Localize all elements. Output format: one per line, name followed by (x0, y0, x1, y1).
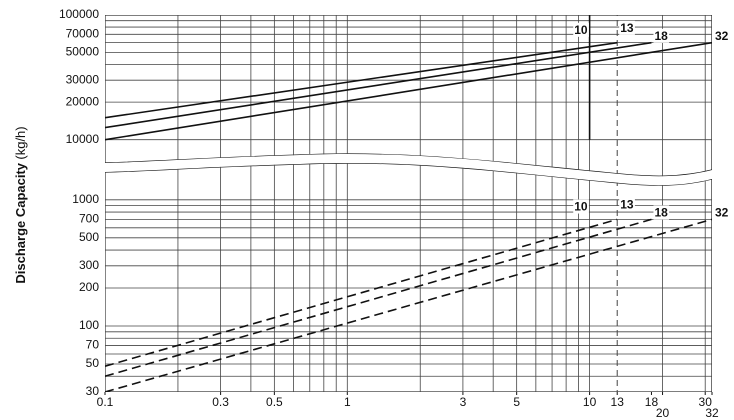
panel-outline (105, 15, 712, 177)
x-tick-label: 1 (344, 395, 351, 409)
y-tick-label: 30000 (66, 72, 100, 86)
y-tick-label: 30 (86, 384, 100, 398)
y-tick-label: 50000 (66, 45, 100, 59)
x-tick-label: 32 (705, 406, 719, 420)
y-tick-label: 20000 (66, 94, 100, 108)
x-tick-label: 0.3 (212, 395, 229, 409)
y-tick-label: 70000 (66, 26, 100, 40)
y-tick-label: 100000 (59, 7, 99, 21)
series-line (105, 41, 652, 129)
y-tick-label: 300 (79, 258, 99, 272)
x-tick-label: 0.1 (97, 395, 114, 409)
label-background (619, 197, 635, 212)
y-tick-label: 500 (79, 230, 99, 244)
series-label: 18 (654, 206, 668, 220)
series-label: 32 (715, 206, 729, 220)
label-background (653, 205, 670, 220)
x-tick-label: 20 (656, 406, 670, 420)
series-label: 13 (620, 21, 634, 35)
series-line (105, 41, 618, 119)
series-label: 10 (574, 23, 588, 37)
label-background (619, 20, 635, 35)
y-tick-label: 1000 (72, 192, 99, 206)
series-line (105, 41, 712, 141)
y-tick-label: 70 (86, 338, 100, 352)
x-tick-label: 13 (611, 395, 625, 409)
y-unit: (kg/h) (13, 126, 28, 159)
x-tick-label: 18 (645, 395, 659, 409)
label-background (714, 205, 730, 220)
y-tick-label: 10000 (66, 132, 100, 146)
y-axis-title: Discharge Capacity (kg/h) (13, 126, 28, 283)
label-background (714, 28, 730, 43)
x-tick-label: 3 (460, 395, 467, 409)
x-tick-label: 0.5 (266, 395, 283, 409)
series-line (105, 218, 712, 392)
series-label: 18 (654, 29, 668, 43)
series-line (105, 218, 652, 378)
series-label: 32 (715, 29, 729, 43)
y-tick-label: 100 (79, 318, 99, 332)
label-background (573, 199, 589, 214)
x-tick-label: 10 (583, 395, 597, 409)
series-line (105, 218, 618, 368)
series-label: 13 (620, 198, 634, 212)
x-tick-label: 5 (513, 395, 520, 409)
y-tick-label: 700 (79, 212, 99, 226)
y-tick-label: 200 (79, 280, 99, 294)
x-tick-label: 30 (699, 395, 713, 409)
series-label: 10 (574, 200, 588, 214)
panel (105, 15, 712, 177)
label-background (573, 22, 589, 37)
label-background (653, 28, 670, 43)
y-label: Discharge Capacity (13, 162, 28, 283)
y-tick-label: 50 (86, 356, 100, 370)
